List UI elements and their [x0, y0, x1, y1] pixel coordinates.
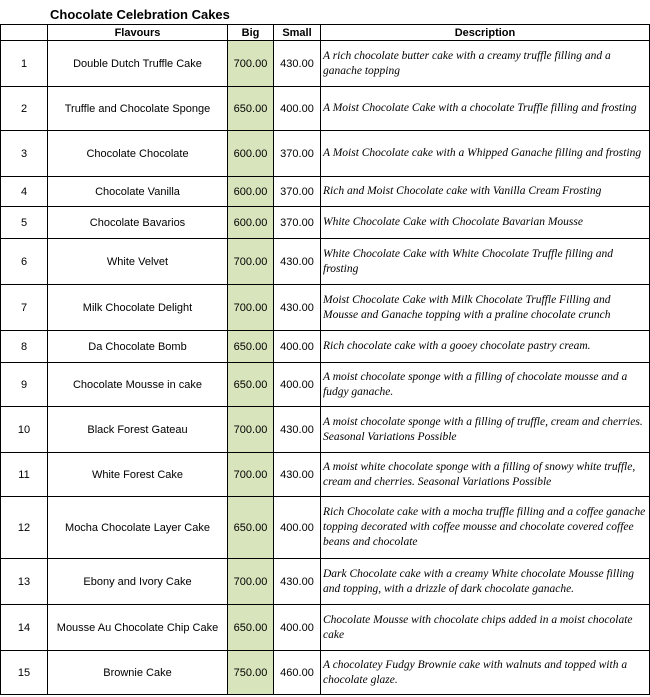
description: Rich Chocolate cake with a mocha truffle…	[320, 496, 650, 559]
table-row: 11 White Forest Cake 700.00 430.00 A moist w…	[0, 452, 650, 497]
table-row: 14 Mousse Au Chocolate Chip Cake 650.00 400…	[0, 604, 650, 651]
flavour: Double Dutch Truffle Cake	[47, 40, 228, 87]
flavour: Mocha Chocolate Layer Cake	[47, 496, 228, 559]
row-number: 14	[0, 604, 48, 651]
price-big: 700.00	[227, 406, 274, 453]
row-number: 1	[0, 40, 48, 87]
price-small: 430.00	[273, 284, 321, 331]
flavour: Truffle and Chocolate Sponge	[47, 86, 228, 131]
description: Rich chocolate cake with a gooey chocola…	[320, 330, 650, 363]
row-number: 4	[0, 176, 48, 207]
header-cell: Big	[227, 24, 274, 41]
price-small: 460.00	[273, 650, 321, 695]
price-big: 700.00	[227, 284, 274, 331]
price-small: 370.00	[273, 176, 321, 207]
description: A Moist Chocolate Cake with a chocolate …	[320, 86, 650, 131]
price-big: 650.00	[227, 86, 274, 131]
price-small: 400.00	[273, 496, 321, 559]
flavour: Black Forest Gateau	[47, 406, 228, 453]
price-big: 650.00	[227, 330, 274, 363]
row-number: 13	[0, 558, 48, 605]
price-small: 400.00	[273, 604, 321, 651]
title: Chocolate Celebration Cakes	[50, 7, 230, 22]
description: A moist chocolate sponge with a filling …	[320, 362, 650, 407]
price-small: 430.00	[273, 558, 321, 605]
price-big: 600.00	[227, 176, 274, 207]
description: Rich and Moist Chocolate cake with Vanil…	[320, 176, 650, 207]
flavour: White Velvet	[47, 238, 228, 285]
row-number: 2	[0, 86, 48, 131]
header-cell: Description	[320, 24, 650, 41]
flavour: Milk Chocolate Delight	[47, 284, 228, 331]
row-number: 8	[0, 330, 48, 363]
table-row: 8 Da Chocolate Bomb 650.00 400.00 Rich choco…	[0, 330, 650, 363]
table-row: 2 Truffle and Chocolate Sponge 650.00 400.0…	[0, 86, 650, 131]
flavour: Chocolate Vanilla	[47, 176, 228, 207]
flavour: Chocolate Bavarios	[47, 206, 228, 239]
price-big: 700.00	[227, 238, 274, 285]
description: Chocolate Mousse with chocolate chips ad…	[320, 604, 650, 651]
price-small: 430.00	[273, 238, 321, 285]
table-row: 4 Chocolate Vanilla 600.00 370.00 Rich and M…	[0, 176, 650, 207]
price-small: 430.00	[273, 406, 321, 453]
description: A Moist Chocolate cake with a Whipped Ga…	[320, 130, 650, 177]
header-cell: Small	[273, 24, 321, 41]
flavour: Mousse Au Chocolate Chip Cake	[47, 604, 228, 651]
description: A moist chocolate sponge with a filling …	[320, 406, 650, 453]
row-number: 9	[0, 362, 48, 407]
table-row: 12 Mocha Chocolate Layer Cake 650.00 400.00…	[0, 496, 650, 559]
row-number: 10	[0, 406, 48, 453]
table-row: 7 Milk Chocolate Delight 700.00 430.00 Moist…	[0, 284, 650, 331]
table-row: 10 Black Forest Gateau 700.00 430.00 A moist…	[0, 406, 650, 453]
description: White Chocolate Cake with Chocolate Bava…	[320, 206, 650, 239]
price-big: 650.00	[227, 362, 274, 407]
price-small: 400.00	[273, 86, 321, 131]
row-number: 15	[0, 650, 48, 695]
price-big: 650.00	[227, 496, 274, 559]
cake-table: Flavours Big Small Description 1 Double D…	[0, 24, 650, 695]
price-small: 400.00	[273, 362, 321, 407]
row-number: 3	[0, 130, 48, 177]
price-big: 600.00	[227, 130, 274, 177]
table-row: 9 Chocolate Mousse in cake 650.00 400.00 A m…	[0, 362, 650, 407]
description: A moist white chocolate sponge with a fi…	[320, 452, 650, 497]
flavour: Da Chocolate Bomb	[47, 330, 228, 363]
header-cell: Flavours	[47, 24, 228, 41]
table-row: 5 Chocolate Bavarios 600.00 370.00 White Cho…	[0, 206, 650, 239]
price-small: 370.00	[273, 206, 321, 239]
price-big: 700.00	[227, 452, 274, 497]
row-number: 12	[0, 496, 48, 559]
price-small: 430.00	[273, 452, 321, 497]
price-big: 600.00	[227, 206, 274, 239]
price-small: 430.00	[273, 40, 321, 87]
table-row: 3 Chocolate Chocolate 600.00 370.00 A Moist …	[0, 130, 650, 177]
table-row: 15 Brownie Cake 750.00 460.00 A chocolatey F…	[0, 650, 650, 695]
flavour: Chocolate Chocolate	[47, 130, 228, 177]
price-small: 400.00	[273, 330, 321, 363]
table-row: 1 Double Dutch Truffle Cake 700.00 430.00 A …	[0, 40, 650, 87]
header-cell	[0, 24, 48, 41]
flavour: Brownie Cake	[47, 650, 228, 695]
row-number: 11	[0, 452, 48, 497]
row-number: 7	[0, 284, 48, 331]
table-row: 6 White Velvet 700.00 430.00 White Chocolate…	[0, 238, 650, 285]
description: White Chocolate Cake with White Chocolat…	[320, 238, 650, 285]
price-big: 700.00	[227, 40, 274, 87]
flavour: Ebony and Ivory Cake	[47, 558, 228, 605]
row-number: 5	[0, 206, 48, 239]
row-number: 6	[0, 238, 48, 285]
header-row: Flavours Big Small Description	[0, 24, 650, 41]
price-small: 370.00	[273, 130, 321, 177]
price-big: 750.00	[227, 650, 274, 695]
price-big: 650.00	[227, 604, 274, 651]
description: A chocolatey Fudgy Brownie cake with wal…	[320, 650, 650, 695]
price-big: 700.00	[227, 558, 274, 605]
table-row: 13 Ebony and Ivory Cake 700.00 430.00 Dark C…	[0, 558, 650, 605]
flavour: White Forest Cake	[47, 452, 228, 497]
description: Dark Chocolate cake with a creamy White …	[320, 558, 650, 605]
flavour: Chocolate Mousse in cake	[47, 362, 228, 407]
description: A rich chocolate butter cake with a crea…	[320, 40, 650, 87]
description: Moist Chocolate Cake with Milk Chocolate…	[320, 284, 650, 331]
